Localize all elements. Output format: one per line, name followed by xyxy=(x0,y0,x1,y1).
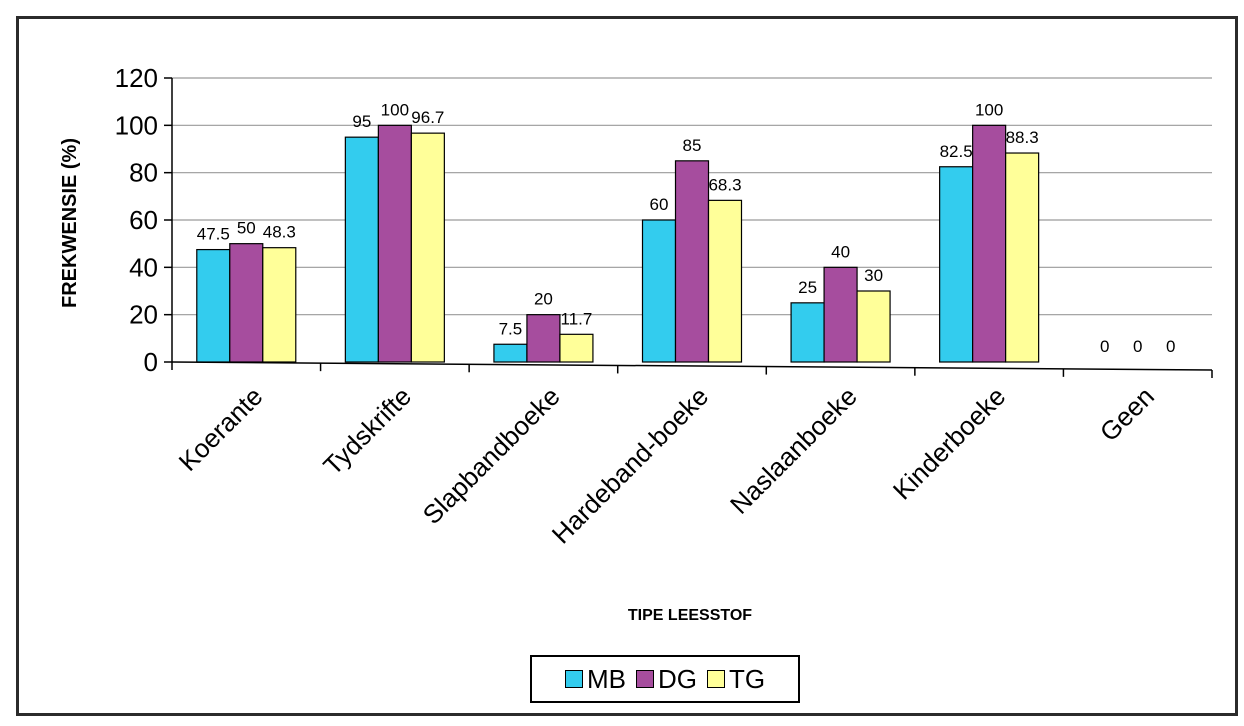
bar-dg xyxy=(377,124,412,363)
data-label: 100 xyxy=(975,100,1003,119)
bar-tg xyxy=(856,290,891,363)
bar-tg xyxy=(410,132,445,363)
bar-mb xyxy=(790,302,825,363)
bar-mb xyxy=(344,136,379,363)
bar-tg xyxy=(559,333,594,363)
legend-label-tg: TG xyxy=(728,663,766,694)
y-axis-title: FREKWENSIE (%) xyxy=(59,138,81,308)
data-label: 11.7 xyxy=(561,309,593,328)
legend-swatch-tg xyxy=(706,670,725,688)
legend-label-mb: MB xyxy=(586,663,626,694)
legend-item-tg: TG xyxy=(706,663,766,695)
data-label: 0 xyxy=(1133,337,1142,356)
legend-label-dg: DG xyxy=(657,663,697,694)
y-tick-label: 20 xyxy=(129,300,158,330)
x-axis-title: TIPE LEESSTOF xyxy=(628,607,752,624)
bar-tg xyxy=(262,247,297,363)
data-label: 20 xyxy=(534,290,553,309)
y-tick-label: 0 xyxy=(144,347,158,377)
data-label: 95 xyxy=(352,112,371,131)
data-label: 60 xyxy=(650,195,669,214)
legend: MB DG TG xyxy=(530,655,800,703)
data-label: 30 xyxy=(864,266,883,285)
y-tick-label: 80 xyxy=(129,158,158,188)
x-axis-line xyxy=(171,361,1213,371)
legend-item-mb: MB xyxy=(564,663,626,695)
y-tick-label: 100 xyxy=(115,110,158,140)
bar-tg xyxy=(1005,152,1040,363)
bar-dg xyxy=(674,160,710,363)
bars xyxy=(196,124,1040,363)
bar-dg xyxy=(229,243,264,363)
y-tick-label: 40 xyxy=(129,252,158,282)
x-category-label: Naslaanboeke xyxy=(724,381,863,520)
legend-swatch-dg xyxy=(635,670,654,688)
data-label: 100 xyxy=(381,100,409,119)
legend-item-dg: DG xyxy=(635,663,697,695)
data-label: 48.3 xyxy=(263,223,296,242)
bar-mb xyxy=(641,219,677,363)
bar-dg xyxy=(526,314,561,363)
x-category-label: Tydskrifte xyxy=(317,381,417,481)
x-category-label: Geen xyxy=(1094,381,1160,447)
bar-dg xyxy=(823,266,858,363)
data-label: 40 xyxy=(831,242,850,261)
bar-mb xyxy=(939,166,974,363)
bar-dg xyxy=(972,124,1007,363)
x-category-label: Kinderboeke xyxy=(887,381,1011,505)
data-label: 85 xyxy=(683,136,702,155)
data-label: 68.3 xyxy=(708,175,741,194)
y-tick-label: 60 xyxy=(129,205,158,235)
bar-mb xyxy=(196,248,231,363)
y-tick-label: 120 xyxy=(115,63,158,93)
data-label: 25 xyxy=(798,278,817,297)
data-label: 88.3 xyxy=(1006,128,1039,147)
data-label: 7.5 xyxy=(499,319,523,338)
data-label: 82.5 xyxy=(940,142,973,161)
legend-swatch-mb xyxy=(564,670,583,688)
bar-tg xyxy=(707,199,743,363)
data-label: 96.7 xyxy=(411,108,444,127)
data-label: 47.5 xyxy=(197,225,230,244)
data-label: 50 xyxy=(237,219,256,238)
x-category-label: Koerante xyxy=(173,381,269,477)
data-label: 0 xyxy=(1100,337,1109,356)
data-label: 0 xyxy=(1166,337,1175,356)
bar-mb xyxy=(493,343,528,363)
x-category-label: Slapbandboeke xyxy=(417,381,566,530)
x-category-label: Hardeband-boeke xyxy=(546,381,714,549)
